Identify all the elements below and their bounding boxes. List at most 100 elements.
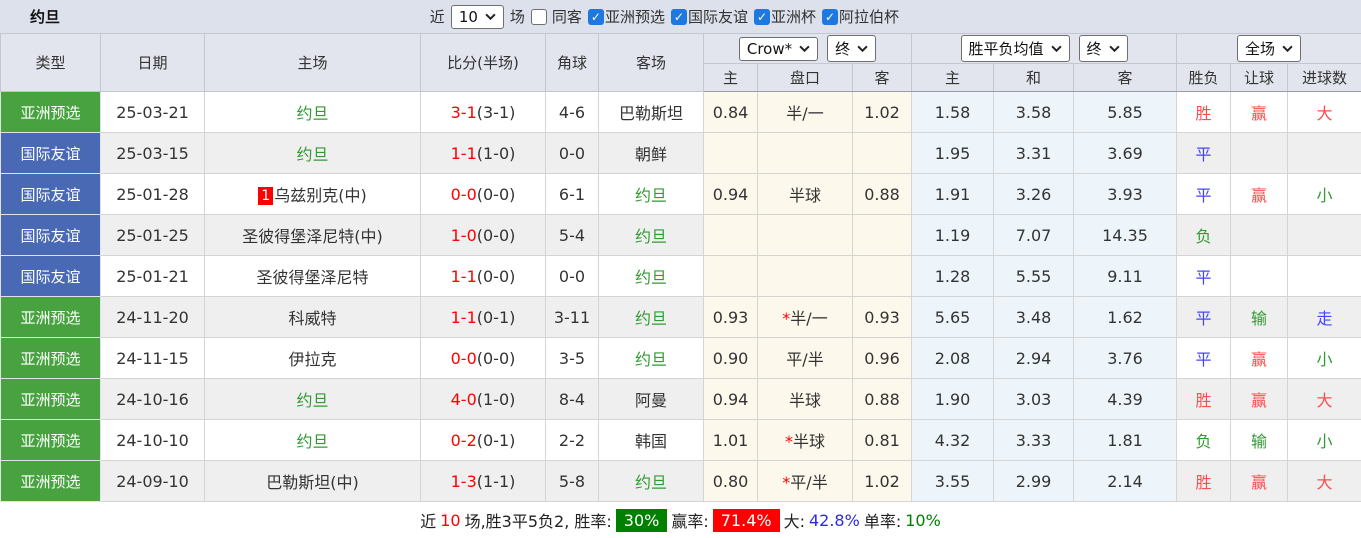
handicap-win-rate-badge: 71.4%	[712, 508, 780, 532]
away-team-name: 朝鲜	[634, 145, 667, 164]
match-row: 亚洲预选 24-10-10 约旦 0-2(0-1) 2-2 韩国 1.01 *半…	[0, 419, 1361, 461]
avg-away-value: 1.81	[1072, 419, 1178, 461]
full-time-score: 1-3	[450, 471, 477, 491]
sub-header-odds-home: 主	[703, 63, 758, 92]
handicap-value: 半球	[792, 432, 825, 451]
result-value: 负	[1176, 419, 1232, 461]
handicap-value: 半球	[788, 186, 821, 205]
result-value: 负	[1176, 214, 1232, 256]
avg-away-value: 3.93	[1072, 173, 1178, 215]
goals-result-value: 小	[1287, 337, 1361, 379]
recent-label: 近	[429, 8, 445, 26]
avg-draw-value: 3.26	[993, 173, 1074, 215]
friendly-checkbox[interactable]	[670, 8, 687, 25]
match-row: 亚洲预选 24-10-16 约旦 4-0(1-0) 8-4 阿曼 0.94 半球…	[0, 378, 1361, 420]
asian-cup-checkbox[interactable]	[753, 8, 770, 25]
avg-home-value: 1.19	[911, 214, 994, 256]
avg-away-value: 14.35	[1072, 214, 1178, 256]
chevron-down-icon	[1050, 45, 1062, 52]
avg-draw-value: 3.31	[993, 132, 1074, 174]
home-team-name: 圣彼得堡泽尼特	[256, 268, 369, 287]
match-row: 亚洲预选 24-09-10 巴勒斯坦(中) 1-3(1-1) 5-8 约旦 0.…	[0, 460, 1361, 502]
avg-draw-value: 2.99	[993, 460, 1074, 502]
home-team-cell: 圣彼得堡泽尼特(中)	[204, 214, 421, 256]
goals-result-value: 小	[1287, 419, 1361, 461]
avg-type-select[interactable]: 胜平负均值	[960, 35, 1070, 62]
match-date: 24-11-20	[100, 296, 205, 338]
odds-home-value: 1.01	[703, 419, 758, 461]
matches-label: 场	[509, 8, 525, 26]
col-header-type: 类型	[0, 33, 101, 92]
home-team-name: 约旦	[296, 432, 329, 451]
goals-result-value: 大	[1287, 460, 1361, 502]
full-time-score: 1-1	[450, 266, 477, 286]
arab-cup-checkbox[interactable]	[821, 8, 838, 25]
avg-away-value: 1.62	[1072, 296, 1178, 338]
result-value: 平	[1176, 173, 1232, 215]
asian-cup-label: 亚洲杯	[770, 8, 816, 26]
result-value: 胜	[1176, 378, 1232, 420]
filter-arab-cup: 阿拉伯杯	[821, 6, 899, 27]
home-team-cell: 科威特	[204, 296, 421, 338]
odds-state-select[interactable]: 终	[827, 35, 877, 62]
filter-controls: 近 10 场 同客 亚洲预选 国际友谊 亚洲杯 阿拉伯杯	[429, 4, 899, 29]
home-team-name: 约旦	[296, 104, 329, 123]
match-row: 亚洲预选 25-03-21 约旦 3-1(3-1) 4-6 巴勒斯坦 0.84 …	[0, 91, 1361, 133]
corners-value: 5-4	[545, 214, 599, 256]
avg-draw-value: 7.07	[993, 214, 1074, 256]
away-team-cell: 约旦	[598, 255, 704, 297]
avg-state-value: 终	[1086, 40, 1102, 58]
friendly-label: 国际友谊	[687, 8, 748, 26]
result-value: 平	[1176, 296, 1232, 338]
full-time-score: 1-1	[450, 307, 477, 327]
handicap-value: 平/半	[790, 473, 828, 492]
score-cell: 0-2(0-1)	[420, 419, 546, 461]
goals-result-value: 走	[1287, 296, 1361, 338]
avg-home-value: 1.95	[911, 132, 994, 174]
home-team-cell: 圣彼得堡泽尼特	[204, 255, 421, 297]
match-type-badge: 国际友谊	[0, 132, 101, 174]
odds-home-value	[703, 214, 758, 256]
avg-away-value: 9.11	[1072, 255, 1178, 297]
goals-result-value: 大	[1287, 91, 1361, 133]
away-team-cell: 约旦	[598, 296, 704, 338]
avg-home-value: 5.65	[911, 296, 994, 338]
away-team-cell: 约旦	[598, 460, 704, 502]
half-time-score: (0-0)	[476, 348, 516, 368]
avg-state-select[interactable]: 终	[1078, 35, 1128, 62]
match-date: 25-01-28	[100, 173, 205, 215]
result-value: 平	[1176, 255, 1232, 297]
half-time-score: (0-1)	[476, 430, 516, 450]
away-team-cell: 韩国	[598, 419, 704, 461]
away-team-name: 约旦	[634, 268, 667, 287]
asian-qualifiers-checkbox[interactable]	[587, 8, 604, 25]
away-team-name: 约旦	[634, 473, 667, 492]
odds-home-value	[703, 255, 758, 297]
score-cell: 1-1(0-1)	[420, 296, 546, 338]
corners-value: 3-5	[545, 337, 599, 379]
match-row: 亚洲预选 24-11-20 科威特 1-1(0-1) 3-11 约旦 0.93 …	[0, 296, 1361, 338]
handicap-result-value: 赢	[1230, 91, 1289, 133]
scope-value: 全场	[1245, 40, 1276, 58]
scope-select[interactable]: 全场	[1237, 35, 1302, 62]
away-team-name: 约旦	[634, 350, 667, 369]
handicap-cell	[757, 214, 853, 256]
odds-away-value: 1.02	[852, 460, 912, 502]
half-time-score: (1-1)	[476, 471, 516, 491]
home-team-cell: 巴勒斯坦(中)	[204, 460, 421, 502]
match-type-badge: 亚洲预选	[0, 91, 101, 133]
handicap-cell: 半球	[757, 173, 853, 215]
handicap-cell: 半/一	[757, 91, 853, 133]
odds-source-select[interactable]: Crow*	[738, 36, 819, 61]
page-title: 约旦	[30, 8, 61, 26]
match-history-table: 类型 日期 主场 比分(半场) 角球 客场 Crow* 终	[0, 33, 1361, 502]
same-away-checkbox[interactable]	[530, 8, 547, 25]
match-count-select[interactable]: 10	[450, 4, 504, 29]
away-team-name: 阿曼	[634, 391, 667, 410]
half-time-score: (0-0)	[476, 184, 516, 204]
corners-value: 6-1	[545, 173, 599, 215]
chevron-down-icon	[485, 13, 496, 20]
odds-home-value: 0.80	[703, 460, 758, 502]
goals-result-value: 小	[1287, 173, 1361, 215]
home-team-cell: 约旦	[204, 132, 421, 174]
